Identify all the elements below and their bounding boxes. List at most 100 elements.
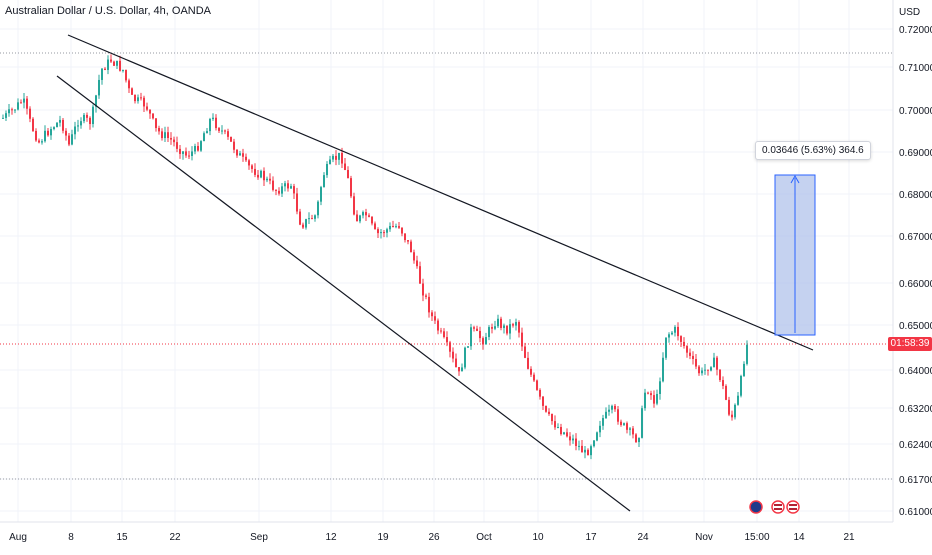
candle-body bbox=[59, 119, 61, 123]
candle-body bbox=[653, 395, 655, 404]
candle-body bbox=[524, 346, 526, 358]
y-tick-label: 0.64000 bbox=[899, 366, 932, 377]
candle-body bbox=[503, 325, 505, 328]
candle-body bbox=[296, 193, 298, 212]
candle-body bbox=[716, 357, 718, 370]
candle-body bbox=[284, 183, 286, 187]
candle-body bbox=[533, 374, 535, 381]
candle-body bbox=[674, 326, 676, 333]
candle-body bbox=[482, 338, 484, 345]
candle-body bbox=[722, 380, 724, 386]
candle-body bbox=[29, 108, 31, 119]
candle-body bbox=[575, 438, 577, 446]
candle-body bbox=[464, 347, 466, 368]
x-tick-label: 12 bbox=[325, 532, 337, 543]
candle-body bbox=[209, 119, 211, 132]
candle-body bbox=[398, 226, 400, 228]
candle-body bbox=[116, 60, 118, 66]
candle-body bbox=[11, 109, 13, 111]
candle-body bbox=[545, 405, 547, 412]
candle-body bbox=[746, 344, 748, 364]
candle-body bbox=[377, 229, 379, 234]
flag-stripe bbox=[789, 504, 797, 506]
candle-body bbox=[188, 155, 190, 157]
candle-body bbox=[494, 326, 496, 329]
candle-body bbox=[542, 396, 544, 406]
candle-body bbox=[230, 136, 232, 142]
candle-body bbox=[452, 351, 454, 359]
candle-body bbox=[50, 129, 52, 136]
candle-body bbox=[134, 94, 136, 102]
candle-body bbox=[449, 342, 451, 352]
candle-body bbox=[311, 218, 313, 220]
candle-body bbox=[107, 59, 109, 70]
candle-body bbox=[92, 106, 94, 125]
candle-body bbox=[431, 312, 433, 317]
y-tick-label: 0.62400 bbox=[899, 440, 932, 451]
candle-body bbox=[224, 130, 226, 132]
candle-body bbox=[731, 414, 733, 418]
candle-body bbox=[701, 370, 703, 374]
y-axis: 0.72000 0.71000 0.70000 0.69000 0.68000 0.670… bbox=[899, 25, 932, 518]
candle-body bbox=[389, 226, 391, 230]
x-tick-label: 15:00 bbox=[744, 532, 769, 543]
x-tick-label: 8 bbox=[68, 532, 74, 543]
candle-body bbox=[86, 114, 88, 118]
candle-body bbox=[617, 409, 619, 422]
candle-body bbox=[26, 98, 28, 109]
candle-body bbox=[308, 218, 310, 220]
candle-body bbox=[530, 368, 532, 375]
candle-body bbox=[278, 190, 280, 194]
candle-body bbox=[368, 215, 370, 217]
candle-body bbox=[446, 337, 448, 343]
candle-body bbox=[182, 151, 184, 154]
candle-body bbox=[41, 141, 43, 143]
candle-body bbox=[554, 421, 556, 428]
candle-body bbox=[110, 59, 112, 62]
candle-body bbox=[218, 128, 220, 131]
candle-body bbox=[158, 128, 160, 132]
x-tick-label: 21 bbox=[843, 532, 855, 543]
candle-body bbox=[350, 178, 352, 197]
candle-body bbox=[47, 130, 49, 136]
candle-body bbox=[419, 266, 421, 284]
candle-body bbox=[344, 163, 346, 170]
candle-body bbox=[728, 399, 730, 415]
candle-body bbox=[149, 109, 151, 114]
candle-body bbox=[458, 367, 460, 372]
flag-stripe bbox=[774, 508, 782, 510]
candle-body bbox=[656, 393, 658, 404]
candle-body bbox=[239, 153, 241, 156]
candle-body bbox=[194, 146, 196, 152]
candle-body bbox=[170, 137, 172, 140]
candle-body bbox=[467, 346, 469, 348]
y-tick-label: 0.66000 bbox=[899, 279, 932, 290]
candle-body bbox=[74, 126, 76, 135]
candle-body bbox=[686, 346, 688, 353]
drawings bbox=[56, 34, 816, 512]
candle-body bbox=[314, 215, 316, 219]
candle-body bbox=[485, 337, 487, 345]
candle-body bbox=[44, 130, 46, 142]
candle-body bbox=[131, 88, 133, 95]
candle-body bbox=[251, 165, 253, 169]
candle-body bbox=[704, 369, 706, 371]
measure-label: 0.03646 (5.63%) 364.6 bbox=[755, 141, 871, 160]
candle-body bbox=[152, 113, 154, 119]
candle-body bbox=[437, 320, 439, 331]
candle-body bbox=[443, 331, 445, 338]
candle-body bbox=[515, 322, 517, 326]
lower-trendline bbox=[56, 75, 631, 512]
candle-body bbox=[14, 109, 16, 111]
y-tick-label: 0.61000 bbox=[899, 507, 932, 518]
grid bbox=[0, 0, 894, 523]
candle-body bbox=[281, 186, 283, 194]
event-markers bbox=[749, 500, 800, 514]
candle-body bbox=[197, 146, 199, 151]
candle-body bbox=[551, 413, 553, 422]
candle-body bbox=[113, 61, 115, 66]
candle-body bbox=[65, 130, 67, 136]
y-tick-label: 0.71000 bbox=[899, 63, 932, 74]
